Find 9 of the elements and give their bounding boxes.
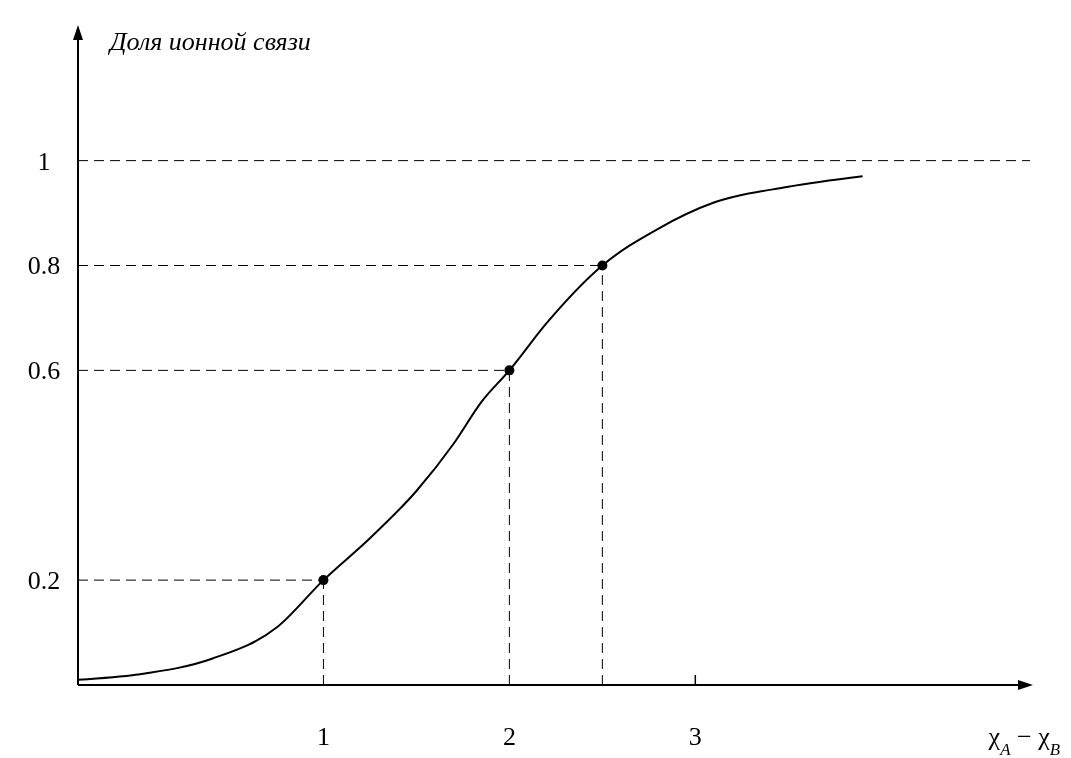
x-tick-label: 3 xyxy=(688,722,702,751)
y-tick-label: 0.6 xyxy=(27,356,61,386)
y-tick-label: 0.2 xyxy=(27,566,61,596)
y-tick-label: 0.8 xyxy=(27,251,61,281)
x-tick-label: 2 xyxy=(502,722,516,751)
y-tick-label: 1 xyxy=(37,146,51,176)
y-axis-title: Доля ионной связи xyxy=(107,27,311,56)
x-tick-label: 1 xyxy=(316,722,330,751)
x-axis-title: χ$_{A}$ − χ$_{B}$ xyxy=(987,722,1060,758)
